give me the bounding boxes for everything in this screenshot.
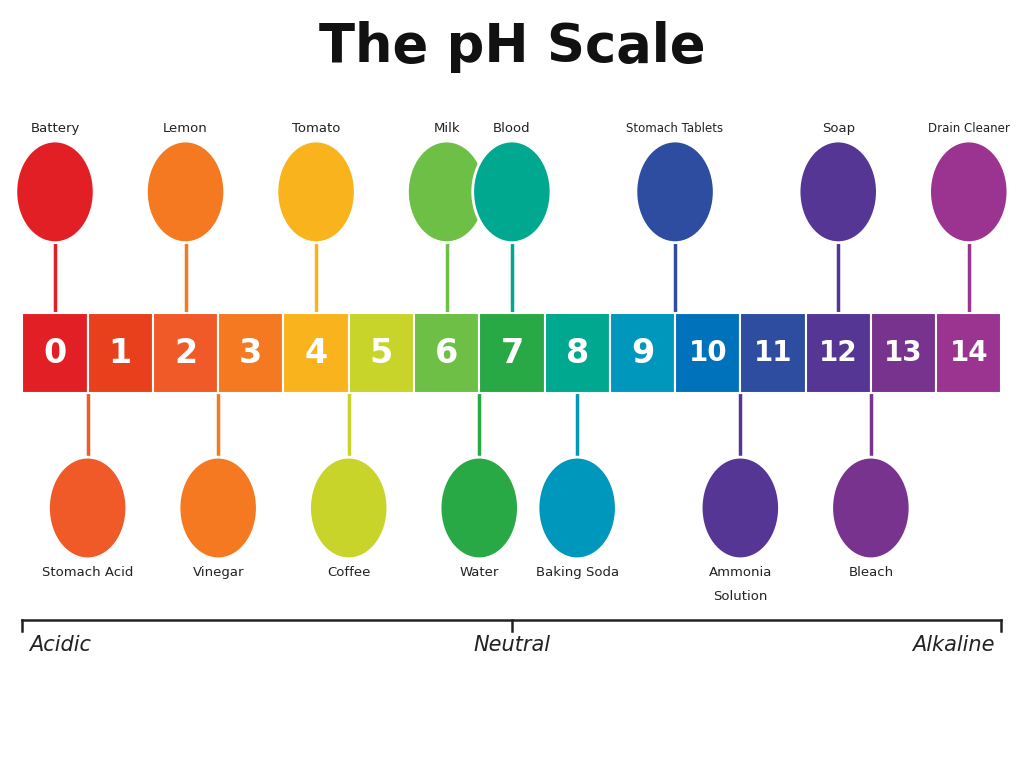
Text: 6: 6: [435, 336, 458, 369]
Text: 14: 14: [949, 339, 988, 367]
Text: Neutral: Neutral: [473, 635, 550, 655]
Text: 4: 4: [304, 336, 328, 369]
Text: Water: Water: [460, 566, 499, 579]
Ellipse shape: [473, 141, 551, 243]
Ellipse shape: [799, 141, 878, 243]
Text: 5: 5: [370, 336, 393, 369]
Ellipse shape: [440, 457, 518, 559]
FancyBboxPatch shape: [609, 313, 675, 393]
Text: 7: 7: [501, 336, 523, 369]
Text: 9: 9: [631, 336, 654, 369]
Text: Tomato: Tomato: [292, 122, 340, 135]
Ellipse shape: [636, 141, 714, 243]
Text: Vinegar: Vinegar: [193, 566, 244, 579]
FancyBboxPatch shape: [806, 313, 870, 393]
Ellipse shape: [15, 141, 94, 243]
Text: Soap: Soap: [821, 122, 855, 135]
Ellipse shape: [309, 457, 388, 559]
Text: 3: 3: [240, 336, 262, 369]
Text: 8: 8: [565, 336, 589, 369]
Text: Ammonia: Ammonia: [709, 566, 772, 579]
Text: Drain Cleaner: Drain Cleaner: [928, 122, 1010, 135]
FancyBboxPatch shape: [870, 313, 936, 393]
FancyBboxPatch shape: [349, 313, 414, 393]
FancyBboxPatch shape: [88, 313, 153, 393]
FancyBboxPatch shape: [414, 313, 479, 393]
Text: 12: 12: [819, 339, 857, 367]
Ellipse shape: [538, 457, 616, 559]
Ellipse shape: [179, 457, 257, 559]
FancyBboxPatch shape: [740, 313, 806, 393]
FancyBboxPatch shape: [675, 313, 740, 393]
Text: Solution: Solution: [713, 590, 768, 603]
Ellipse shape: [930, 141, 1008, 243]
Ellipse shape: [48, 457, 127, 559]
Text: The pH Scale: The pH Scale: [318, 22, 706, 74]
Ellipse shape: [408, 141, 485, 243]
Text: Coffee: Coffee: [327, 566, 371, 579]
FancyBboxPatch shape: [936, 313, 1001, 393]
Text: Alkaline: Alkaline: [912, 635, 995, 655]
Text: Stomach Tablets: Stomach Tablets: [627, 122, 724, 135]
Text: 10: 10: [688, 339, 727, 367]
Text: 13: 13: [884, 339, 923, 367]
Text: Acidic: Acidic: [29, 635, 91, 655]
Ellipse shape: [701, 457, 779, 559]
FancyBboxPatch shape: [23, 313, 88, 393]
Text: Blood: Blood: [494, 122, 530, 135]
Text: Battery: Battery: [31, 122, 80, 135]
Text: 2: 2: [174, 336, 197, 369]
FancyBboxPatch shape: [284, 313, 349, 393]
Ellipse shape: [276, 141, 355, 243]
Text: Baking Soda: Baking Soda: [536, 566, 618, 579]
Text: 1: 1: [109, 336, 132, 369]
Text: 11: 11: [754, 339, 793, 367]
FancyBboxPatch shape: [479, 313, 545, 393]
FancyBboxPatch shape: [545, 313, 609, 393]
Ellipse shape: [831, 457, 910, 559]
Text: Bleach: Bleach: [848, 566, 893, 579]
FancyBboxPatch shape: [218, 313, 284, 393]
FancyBboxPatch shape: [153, 313, 218, 393]
Text: Milk: Milk: [433, 122, 460, 135]
Ellipse shape: [146, 141, 224, 243]
Text: 0: 0: [43, 336, 67, 369]
Text: Lemon: Lemon: [163, 122, 208, 135]
Text: Stomach Acid: Stomach Acid: [42, 566, 133, 579]
